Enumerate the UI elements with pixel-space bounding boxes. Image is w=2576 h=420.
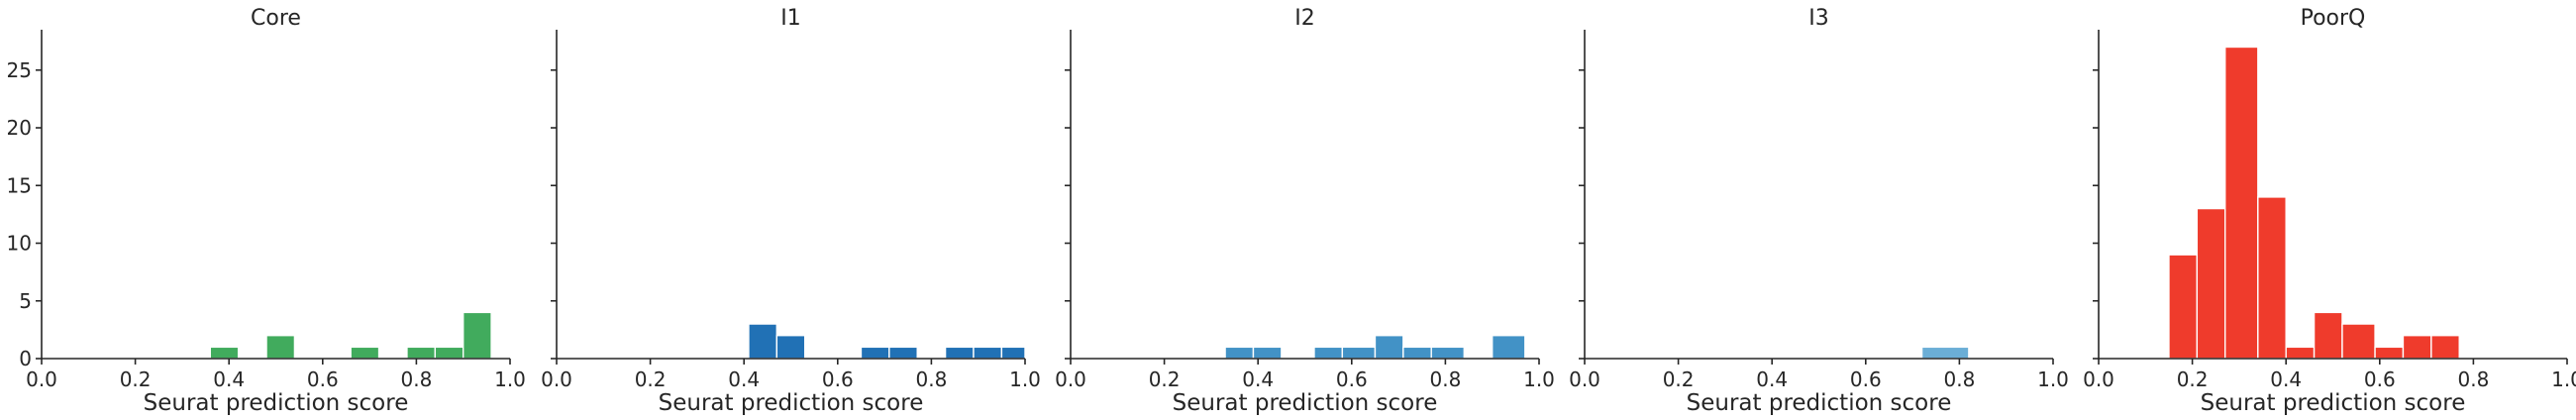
x-tick-label: 0.4 (2270, 368, 2302, 391)
histogram-bar (1374, 335, 1404, 360)
panel-i2: 0.0 0.2 0.4 0.6 0.8 1.0 I2 Seurat prediction sc… (1055, 6, 1555, 416)
histogram-bar (1313, 346, 1344, 360)
panel-core: 0.0 0.2 0.4 0.6 0.8 1.0 0 5 10 15 20 25 Core Seurat p… (7, 6, 526, 416)
y-tick-label: 15 (7, 173, 32, 197)
x-axis-title: Seurat prediction score (1173, 390, 1438, 416)
x-tick-label: 1.0 (1009, 368, 1041, 391)
histogram-bar (1224, 346, 1255, 360)
x-tick-label: 0.8 (2457, 368, 2489, 391)
histogram-bar (1920, 346, 1970, 360)
histogram-bar (888, 346, 918, 360)
panel-i3: 0.0 0.2 0.4 0.6 0.8 1.0 I3 Seurat prediction sc… (1569, 6, 2069, 416)
x-tick-label: 0.8 (1943, 368, 1975, 391)
histogram-bar (775, 335, 806, 360)
x-tick-label: 0.6 (1336, 368, 1368, 391)
x-tick-label: 0.0 (541, 368, 572, 391)
histogram-bar (1402, 346, 1432, 360)
histogram-bar (209, 346, 240, 360)
histogram-bar (2402, 335, 2432, 360)
histogram-bar (860, 346, 890, 360)
x-axis-title: Seurat prediction score (1687, 390, 1952, 416)
histogram-bar (1000, 346, 1026, 360)
x-tick-label: 0.8 (915, 368, 947, 391)
histogram-bar (463, 311, 492, 360)
x-tick-label: 0.4 (213, 368, 245, 391)
x-tick-label: 0.8 (400, 368, 432, 391)
panel-title: PoorQ (2301, 6, 2366, 31)
histogram-bar (265, 335, 296, 360)
x-tick-label: 0.4 (1756, 368, 1788, 391)
x-tick-label: 0.0 (2083, 368, 2114, 391)
x-axis-title: Seurat prediction score (144, 390, 409, 416)
x-tick-label: 0.6 (1850, 368, 1882, 391)
histogram-bar (748, 323, 778, 360)
histogram-bar (1252, 346, 1283, 360)
histogram-bar (1430, 346, 1466, 360)
y-tick-label: 5 (19, 289, 32, 313)
x-tick-label: 0.8 (1429, 368, 1461, 391)
histogram-bar (2224, 46, 2259, 360)
x-tick-label: 0.0 (26, 368, 57, 391)
x-tick-label: 1.0 (494, 368, 526, 391)
x-tick-label: 0.6 (822, 368, 854, 391)
y-tick-label: 0 (19, 347, 32, 370)
histogram-bar (2285, 346, 2316, 360)
histogram-bar (350, 346, 380, 360)
panel-title: Core (251, 6, 301, 31)
panel-i1: 0.0 0.2 0.4 0.6 0.8 1.0 I1 Seurat prediction sc… (541, 6, 1041, 416)
x-tick-label: 0.2 (1663, 368, 1695, 391)
histogram-bar (944, 346, 975, 360)
x-tick-label: 0.2 (635, 368, 667, 391)
histogram-bar (2168, 254, 2199, 360)
histogram-bar (1491, 335, 1526, 360)
histogram-bar (2341, 323, 2376, 360)
x-tick-label: 0.4 (1242, 368, 1274, 391)
x-tick-label: 0.2 (120, 368, 152, 391)
histogram-bar (406, 346, 437, 360)
histogram-bar (973, 346, 1003, 360)
panel-poorq: 0.0 0.2 0.4 0.6 0.8 1.0 PoorQ Seurat prediction… (2083, 6, 2576, 416)
histogram-bar (2196, 207, 2226, 360)
x-tick-label: 0.6 (307, 368, 339, 391)
x-axis-title: Seurat prediction score (659, 390, 924, 416)
x-tick-label: 0.6 (2364, 368, 2396, 391)
x-axis-title: Seurat prediction score (2201, 390, 2466, 416)
histogram-bar (2374, 346, 2405, 360)
histogram-bar (2257, 196, 2287, 360)
histogram-bar (2313, 311, 2343, 360)
panel-title: I2 (1294, 6, 1315, 31)
y-tick-label: 10 (7, 232, 32, 256)
x-tick-label: 1.0 (1523, 368, 1555, 391)
y-tick-label: 20 (7, 116, 32, 140)
histogram-bar (434, 346, 464, 360)
histogram-bar (1341, 346, 1377, 360)
histogram-bar (2430, 335, 2460, 360)
panel-title: I3 (1808, 6, 1829, 31)
x-tick-label: 0.0 (1055, 368, 1086, 391)
x-tick-label: 1.0 (2037, 368, 2069, 391)
x-tick-label: 0.2 (2177, 368, 2209, 391)
panel-title: I1 (780, 6, 801, 31)
y-tick-label: 25 (7, 58, 32, 82)
x-tick-label: 0.2 (1149, 368, 1181, 391)
x-tick-label: 0.0 (1569, 368, 1600, 391)
x-tick-label: 1.0 (2551, 368, 2576, 391)
x-tick-label: 0.4 (728, 368, 760, 391)
